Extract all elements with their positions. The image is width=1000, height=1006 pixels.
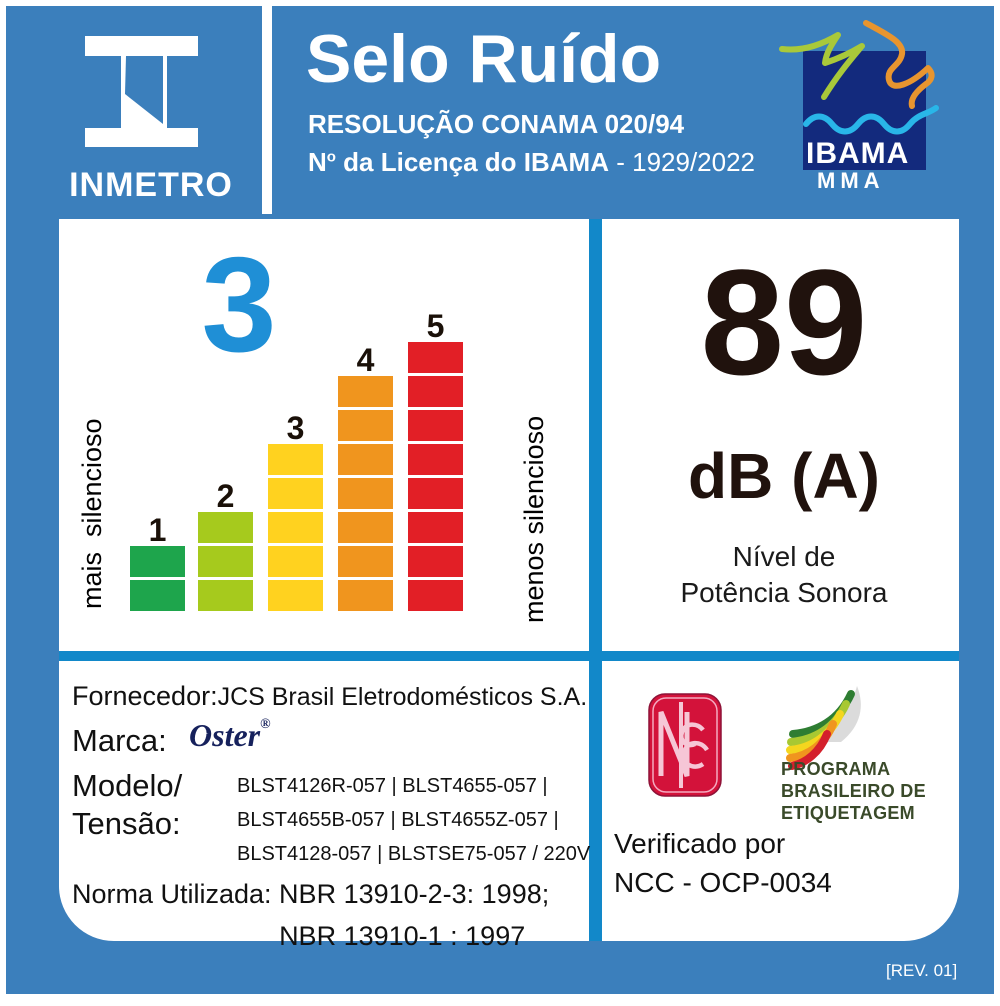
svg-text:IBAMA: IBAMA [806,137,909,170]
svg-text:MMA: MMA [817,168,885,193]
